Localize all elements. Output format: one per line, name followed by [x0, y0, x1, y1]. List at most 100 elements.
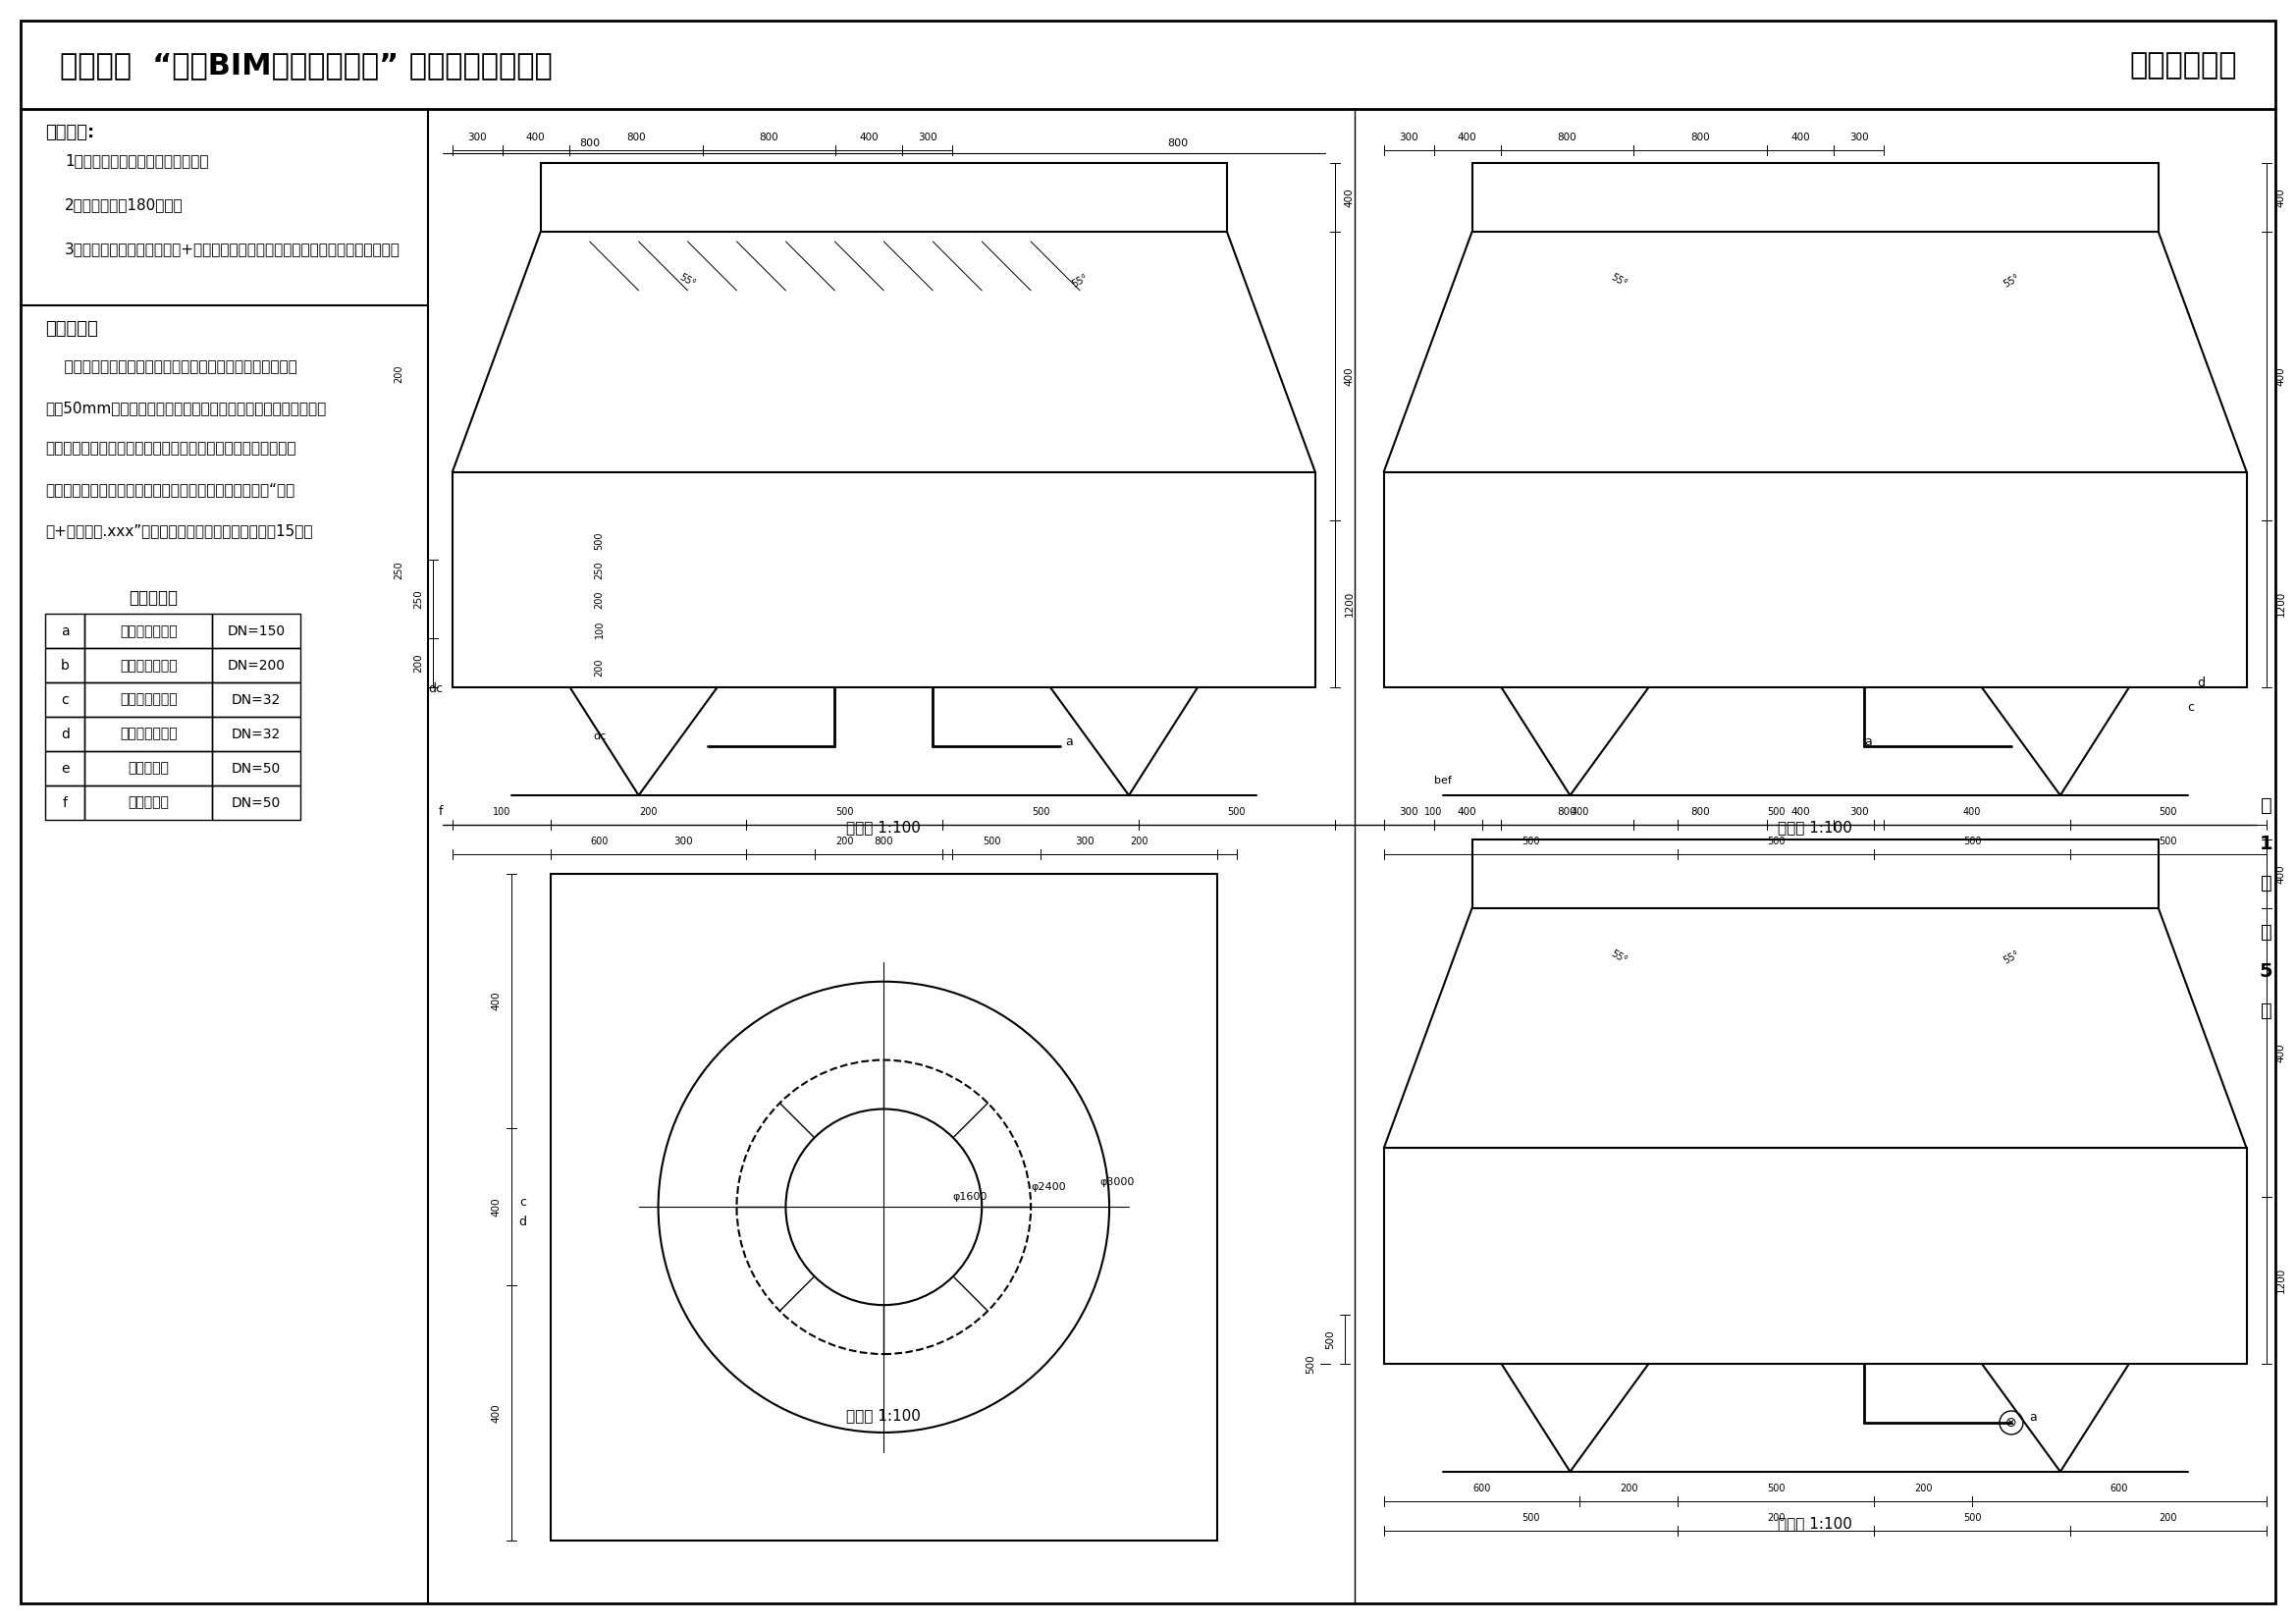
Text: 500: 500 [836, 807, 854, 817]
Text: 400: 400 [2275, 367, 2287, 387]
Text: 500: 500 [1963, 836, 1981, 846]
Text: dc: dc [427, 682, 443, 695]
Text: 共: 共 [2262, 922, 2273, 942]
Text: 500: 500 [1522, 1514, 1541, 1523]
Text: 800: 800 [1690, 807, 1711, 817]
Text: ⊗: ⊗ [2007, 1416, 2016, 1429]
Bar [46, 682, 85, 716]
Text: 200: 200 [595, 590, 604, 609]
Text: 100: 100 [491, 807, 510, 817]
Text: 500: 500 [1522, 836, 1541, 846]
Text: 1200: 1200 [2275, 591, 2287, 617]
Text: 俯视图 1:100: 俯视图 1:100 [847, 1408, 921, 1423]
Bar [211, 614, 301, 648]
Text: DN=32: DN=32 [232, 693, 280, 706]
Text: 300: 300 [673, 836, 693, 846]
Text: 200: 200 [595, 659, 604, 677]
Text: 400: 400 [1345, 367, 1355, 387]
Text: 考试要求:: 考试要求: [46, 123, 94, 141]
Text: f: f [439, 806, 443, 818]
Text: 800: 800 [1557, 807, 1577, 817]
Text: 着污管直径: 着污管直径 [129, 762, 170, 775]
Text: 冷却水出口直径: 冷却水出口直径 [119, 659, 177, 672]
Text: 200: 200 [413, 653, 422, 672]
Text: 5: 5 [2259, 963, 2273, 981]
Text: c: c [2188, 700, 2195, 713]
Text: 55°: 55° [1070, 273, 1091, 289]
Bar [211, 786, 301, 820]
Text: 300: 300 [1075, 836, 1095, 846]
Bar [211, 648, 301, 682]
Text: 800: 800 [1690, 133, 1711, 143]
Text: 中国图学学会: 中国图学学会 [2128, 50, 2236, 80]
Text: 500: 500 [1325, 1330, 1334, 1350]
Text: f: f [62, 796, 67, 809]
Text: 1200: 1200 [1345, 591, 1355, 617]
Text: 1200: 1200 [2275, 1268, 2287, 1293]
Text: 400: 400 [1791, 807, 1809, 817]
Text: 径为50mm，图中标示不全地方请自行设置，通过构件集参数的方: 径为50mm，图中标示不全地方请自行设置，通过构件集参数的方 [46, 400, 326, 416]
Text: 第: 第 [2262, 796, 2273, 815]
Text: 右视图 1:100: 右视图 1:100 [1777, 1515, 1853, 1530]
Text: 400: 400 [2275, 1043, 2287, 1062]
Text: 250: 250 [595, 560, 604, 580]
Text: 400: 400 [1458, 133, 1476, 143]
Text: 400: 400 [526, 133, 546, 143]
Text: 页: 页 [2262, 874, 2273, 893]
Text: 500: 500 [1768, 1483, 1784, 1492]
Text: 55°: 55° [677, 273, 698, 289]
Text: DN=150: DN=150 [227, 624, 285, 638]
Text: 300: 300 [1848, 133, 1869, 143]
Text: a: a [1864, 736, 1871, 747]
Text: 500: 500 [1768, 807, 1784, 817]
Text: 500: 500 [2158, 836, 2177, 846]
Text: 400: 400 [1791, 133, 1809, 143]
Text: 400: 400 [1458, 807, 1476, 817]
Text: 800: 800 [627, 133, 645, 143]
Text: d: d [2197, 676, 2206, 689]
Text: φ3000: φ3000 [1100, 1177, 1134, 1187]
Bar [46, 752, 85, 786]
Bar [211, 752, 301, 786]
Text: φ1600: φ1600 [953, 1192, 987, 1202]
Text: 1: 1 [2259, 835, 2273, 854]
Text: 500: 500 [595, 531, 604, 549]
Bar [85, 786, 211, 820]
Text: 500: 500 [1031, 807, 1049, 817]
Text: e: e [62, 762, 69, 775]
Text: 200: 200 [1915, 1483, 1933, 1492]
Text: 800: 800 [579, 138, 599, 148]
Bar [85, 614, 211, 648]
Text: a: a [2030, 1411, 2037, 1424]
Text: 塔+考生姓名.xxx”为文件名保存到考生文件夹中。（15分）: 塔+考生姓名.xxx”为文件名保存到考生文件夹中。（15分） [46, 525, 312, 539]
Text: DN=50: DN=50 [232, 762, 280, 775]
Text: 管口直径表: 管口直径表 [129, 590, 177, 607]
Text: 300: 300 [918, 133, 937, 143]
Text: 页: 页 [2262, 1002, 2273, 1020]
Text: 400: 400 [491, 1403, 501, 1423]
Bar [85, 682, 211, 716]
Text: 正视图 1:100: 正视图 1:100 [847, 820, 921, 835]
Text: φ2400: φ2400 [1031, 1182, 1065, 1192]
Text: 600: 600 [2110, 1483, 2128, 1492]
Text: 1、考试方式：计算机操作，闭卷；: 1、考试方式：计算机操作，闭卷； [64, 153, 209, 167]
Bar [1472, 840, 2158, 908]
Text: c: c [519, 1195, 526, 1208]
Text: 400: 400 [2275, 188, 2287, 206]
Text: 冷却水入口直径: 冷却水入口直径 [119, 624, 177, 638]
Text: 200: 200 [393, 365, 404, 383]
Bar [85, 752, 211, 786]
Text: 300: 300 [468, 133, 487, 143]
Text: 自动补水管直径: 自动补水管直径 [119, 728, 177, 741]
Text: 200: 200 [638, 807, 657, 817]
Bar [1472, 162, 2158, 232]
Text: 第十二期  “全国BIM技能等级考试” 二级（设备）试题: 第十二期 “全国BIM技能等级考试” 二级（设备）试题 [60, 50, 553, 80]
Bar [211, 716, 301, 752]
Text: dc: dc [592, 732, 606, 742]
Bar [85, 716, 211, 752]
Text: DN=200: DN=200 [227, 659, 285, 672]
Text: 一、根据图纸，用构件集方式建立冷却塔模型，支座圆管直: 一、根据图纸，用构件集方式建立冷却塔模型，支座圆管直 [46, 359, 298, 374]
Text: 200: 200 [1621, 1483, 1637, 1492]
Bar [46, 614, 85, 648]
Bar [540, 162, 1226, 232]
